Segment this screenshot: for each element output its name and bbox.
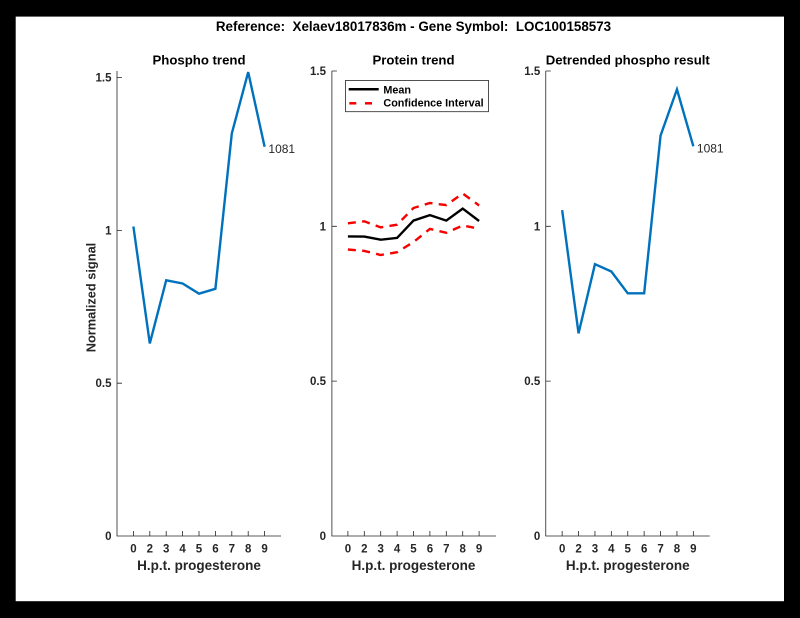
- svg-text:2: 2: [361, 544, 367, 556]
- svg-text:0: 0: [345, 544, 351, 556]
- svg-text:8: 8: [245, 544, 252, 556]
- svg-text:4: 4: [394, 544, 401, 556]
- svg-text:1: 1: [105, 225, 112, 237]
- svg-text:3: 3: [377, 544, 383, 556]
- svg-text:8: 8: [459, 544, 466, 556]
- svg-text:8: 8: [674, 544, 681, 556]
- svg-text:9: 9: [261, 544, 267, 556]
- svg-text:Normalized signal: Normalized signal: [83, 243, 98, 353]
- svg-text:6: 6: [427, 544, 433, 556]
- svg-text:5: 5: [410, 544, 417, 556]
- svg-text:1081: 1081: [697, 142, 724, 156]
- svg-text:5: 5: [625, 544, 632, 556]
- svg-text:H.p.t. progesterone: H.p.t. progesterone: [137, 558, 261, 573]
- svg-text:Mean: Mean: [383, 85, 411, 97]
- svg-text:5: 5: [196, 544, 203, 556]
- svg-text:0.5: 0.5: [96, 378, 113, 390]
- svg-text:7: 7: [229, 544, 235, 556]
- svg-text:3: 3: [592, 544, 598, 556]
- svg-text:1.5: 1.5: [524, 66, 541, 78]
- svg-text:2: 2: [147, 544, 153, 556]
- svg-text:1.5: 1.5: [96, 73, 113, 85]
- svg-text:Phospho trend: Phospho trend: [152, 53, 245, 68]
- svg-text:6: 6: [212, 544, 218, 556]
- svg-text:0: 0: [534, 531, 540, 543]
- svg-text:0.5: 0.5: [524, 376, 541, 388]
- svg-text:6: 6: [641, 544, 647, 556]
- svg-text:Confidence Interval: Confidence Interval: [383, 97, 483, 109]
- svg-text:7: 7: [657, 544, 663, 556]
- svg-text:0: 0: [130, 544, 136, 556]
- svg-text:9: 9: [690, 544, 696, 556]
- svg-text:1081: 1081: [268, 142, 295, 156]
- svg-text:Reference: Xelaev18017836m -: Reference: Xelaev18017836m - Gene Symbol…: [216, 19, 611, 34]
- svg-text:3: 3: [163, 544, 169, 556]
- svg-text:4: 4: [179, 544, 186, 556]
- svg-text:Detrended phospho result: Detrended phospho result: [546, 53, 711, 68]
- svg-text:H.p.t. progesterone: H.p.t. progesterone: [352, 558, 476, 573]
- svg-text:9: 9: [476, 544, 482, 556]
- svg-text:0: 0: [559, 544, 565, 556]
- svg-text:0.5: 0.5: [310, 376, 327, 388]
- svg-text:7: 7: [443, 544, 449, 556]
- svg-text:1.5: 1.5: [310, 66, 327, 78]
- svg-text:1: 1: [534, 221, 541, 233]
- svg-text:0: 0: [105, 531, 111, 543]
- svg-text:Protein trend: Protein trend: [372, 53, 454, 68]
- svg-text:4: 4: [608, 544, 615, 556]
- svg-text:2: 2: [575, 544, 581, 556]
- svg-text:H.p.t. progesterone: H.p.t. progesterone: [566, 558, 690, 573]
- svg-text:0: 0: [320, 531, 326, 543]
- svg-text:1: 1: [320, 221, 327, 233]
